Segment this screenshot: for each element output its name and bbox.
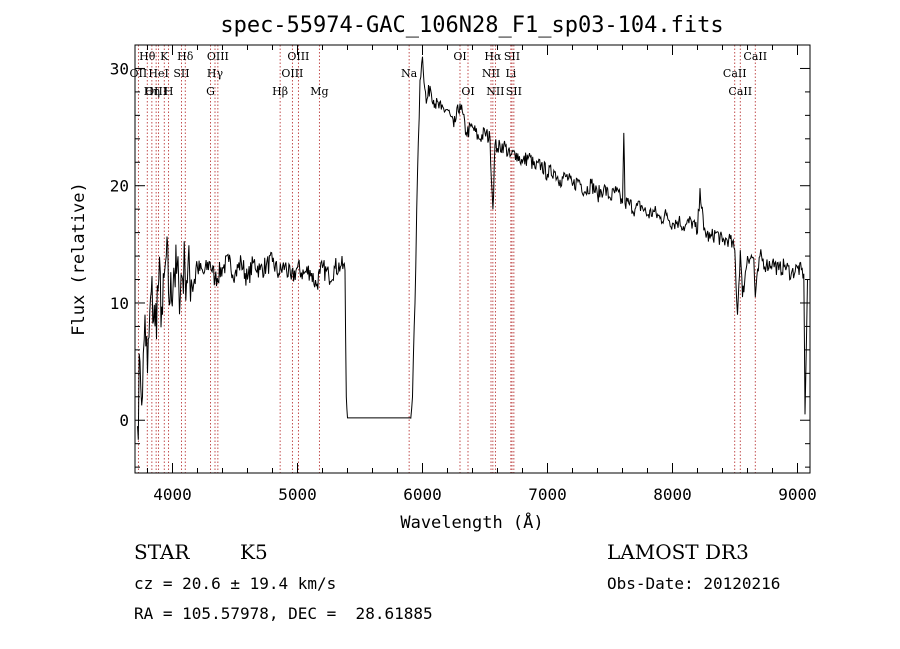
line-marker-label: NII (482, 67, 500, 80)
spectrum-line (137, 56, 808, 440)
line-marker-label: SII (506, 85, 522, 98)
chart-title: spec-55974-GAC_106N28_F1_sp03-104.fits (220, 13, 723, 38)
line-marker-label: Li (505, 67, 516, 80)
redshift-readout: cz = 20.6 ± 19.4 km/s (134, 574, 337, 593)
line-marker-label: Hγ (207, 67, 224, 80)
line-marker-label: Na (401, 67, 418, 80)
line-marker-label: OII (130, 67, 148, 80)
x-tick-label: 9000 (778, 485, 817, 504)
line-marker-label: OIII (281, 67, 303, 80)
y-tick-label: 20 (110, 177, 129, 196)
line-marker-label: H (164, 85, 174, 98)
y-tick-label: 10 (110, 294, 129, 313)
spectral-line-markers (137, 45, 756, 473)
y-tick-label: 0 (119, 411, 129, 430)
line-marker-label: Hβ (272, 85, 288, 98)
line-marker-label: OIII (207, 50, 229, 63)
plot-frame (134, 44, 811, 474)
line-marker-label: OI (461, 85, 474, 98)
x-tick-label: 8000 (653, 485, 692, 504)
line-marker-label: NII (486, 85, 504, 98)
line-marker-label: Hδ (177, 50, 194, 63)
y-axis: 0 10 20 30 (110, 44, 810, 468)
line-marker-label: CaII (743, 50, 767, 63)
y-axis-label: Flux (relative) (69, 182, 89, 336)
x-tick-label: 5000 (278, 485, 317, 504)
line-marker-label: K (160, 50, 169, 63)
line-marker-label: Hα (484, 50, 502, 63)
y-tick-label: 30 (110, 59, 129, 78)
survey-name: LAMOST DR3 (607, 540, 749, 564)
line-marker-label: SII (173, 67, 189, 80)
line-marker-label: HeI (148, 67, 168, 80)
line-marker-label: Mg (310, 85, 328, 98)
line-marker-label: Hθ (139, 50, 156, 63)
line-marker-label: G (206, 85, 215, 98)
observation-date: Obs-Date: 20120216 (607, 574, 781, 593)
line-marker-label: SII (504, 50, 520, 63)
line-marker-label: OI (453, 50, 466, 63)
line-marker-label: CaII (723, 67, 747, 80)
line-marker-label: CaII (728, 85, 752, 98)
object-class: STAR (134, 540, 190, 564)
x-tick-label: 4000 (153, 485, 192, 504)
object-subclass: K5 (240, 540, 268, 564)
x-tick-label: 6000 (403, 485, 442, 504)
x-axis-label: Wavelength (Å) (400, 511, 543, 533)
line-marker-label: Hη (144, 85, 160, 98)
line-marker-label: OIII (145, 85, 167, 98)
coordinates-readout: RA = 105.57978, DEC = 28.61885 (134, 604, 433, 623)
line-marker-label: OIII (287, 50, 309, 63)
x-axis: 4000 5000 6000 7000 8000 9000 (147, 45, 817, 504)
x-tick-label: 7000 (528, 485, 567, 504)
